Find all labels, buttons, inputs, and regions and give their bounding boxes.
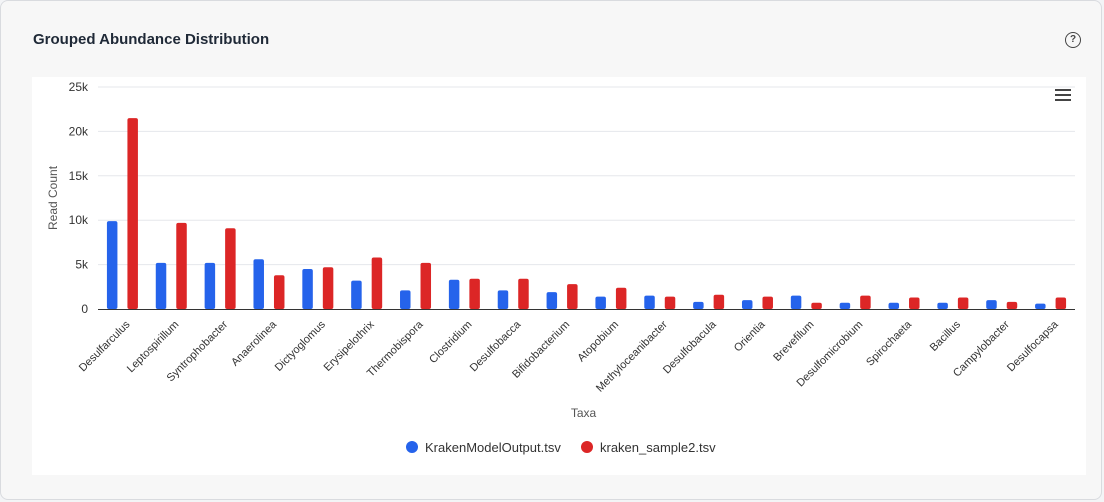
bar-series2 <box>176 222 187 309</box>
bar-series1 <box>400 290 411 309</box>
help-icon[interactable]: ? <box>1065 32 1081 48</box>
x-tick-label: Orientia <box>732 318 768 354</box>
bar-series2 <box>322 267 334 309</box>
legend-marker[interactable] <box>581 441 593 453</box>
x-tick-label: Desulfobacula <box>661 318 719 376</box>
bar-series2 <box>225 228 236 309</box>
bar-series1 <box>155 262 167 309</box>
bar-series2 <box>957 297 969 309</box>
x-tick-label: Bacillus <box>928 318 964 354</box>
y-tick-label: 10k <box>69 213 89 227</box>
x-tick-label: Dictyoglomus <box>273 318 329 374</box>
bar-series1 <box>595 296 606 309</box>
bar-series1 <box>1035 303 1046 309</box>
x-tick-label: Erysipelothrix <box>322 318 378 374</box>
bar-series1 <box>448 279 460 309</box>
bar-series2 <box>811 302 822 309</box>
bar-series1 <box>888 302 900 309</box>
bar-series2 <box>1006 301 1018 309</box>
legend-marker[interactable] <box>406 441 418 453</box>
x-tick-label: Desulfocapsa <box>1005 318 1061 374</box>
bar-series1 <box>986 300 997 309</box>
bar-series2 <box>762 296 773 309</box>
x-axis-title: Taxa <box>571 406 597 420</box>
y-tick-label: 5k <box>75 258 89 272</box>
bar-series1 <box>106 221 118 309</box>
bar-series1 <box>302 269 313 309</box>
legend-label[interactable]: kraken_sample2.tsv <box>600 440 716 455</box>
bar-series1 <box>937 302 948 309</box>
x-tick-label: Atopobium <box>575 319 621 365</box>
card-title: Grouped Abundance Distribution <box>33 31 270 48</box>
bar-series2 <box>713 294 725 309</box>
y-tick-label: 25k <box>69 80 89 94</box>
bar-series1 <box>497 290 509 309</box>
bar-series1 <box>790 295 802 309</box>
bar-series2 <box>273 275 285 309</box>
hamburger-menu-icon[interactable] <box>1055 89 1071 103</box>
bar-chart: 05k10k15k20k25kDesulfarculusLeptospirill… <box>46 80 1075 455</box>
bar-series2 <box>567 284 578 309</box>
bar-series2 <box>615 287 627 309</box>
bar-series1 <box>741 300 753 309</box>
bar-series2 <box>518 278 529 309</box>
x-tick-label: Brevefilum <box>771 319 816 364</box>
bar-series2 <box>860 295 871 309</box>
legend-label[interactable]: KrakenModelOutput.tsv <box>425 440 561 455</box>
x-tick-label: Clostridium <box>427 319 474 366</box>
y-tick-label: 15k <box>69 169 89 183</box>
bar-series2 <box>1055 297 1067 309</box>
bar-series1 <box>644 295 655 309</box>
bar-series1 <box>351 280 362 309</box>
plot-area: 0 5k 10k 15k 20k 25k Desulfarculus Leptospirill… <box>32 77 1086 475</box>
bar-series2 <box>127 118 138 309</box>
y-tick-label: 0 <box>81 302 88 316</box>
y-axis-title: Read Count <box>46 165 60 230</box>
bar-series1 <box>693 301 704 309</box>
bar-series1 <box>204 262 216 309</box>
bar-series1 <box>839 302 851 309</box>
x-tick-label: Anaerolinea <box>229 318 280 369</box>
bar-series2 <box>664 296 676 309</box>
bar-series1 <box>253 259 264 309</box>
bar-series2 <box>909 297 920 309</box>
bar-series2 <box>469 278 480 309</box>
bar-series1 <box>546 292 558 309</box>
bar-series2 <box>371 257 383 309</box>
bar-series2 <box>420 262 432 309</box>
y-tick-label: 20k <box>69 124 89 138</box>
x-tick-label: Spirochaeta <box>864 318 915 369</box>
